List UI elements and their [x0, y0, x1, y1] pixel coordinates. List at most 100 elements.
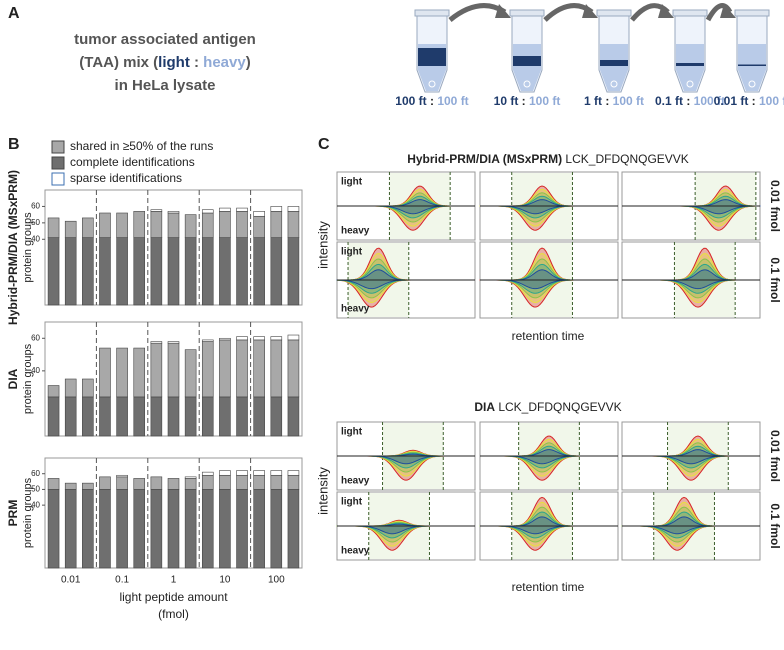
- tube-cap: [414, 9, 450, 17]
- bar: [236, 336, 248, 341]
- bar: [167, 211, 180, 214]
- bar: [270, 336, 283, 341]
- y-axis-label: protein groups: [22, 477, 34, 548]
- bar: [219, 207, 231, 212]
- ratio-part: :: [748, 94, 755, 108]
- y-axis-label: intensity: [315, 467, 330, 515]
- bar: [133, 237, 146, 306]
- bar: [253, 396, 265, 437]
- bar: [150, 342, 163, 398]
- ratio-part: 100 ft: [526, 94, 561, 108]
- ratio-part: :: [602, 94, 609, 108]
- legend-label: shared in ≥50% of the runs: [70, 139, 213, 153]
- bar: [236, 207, 248, 212]
- bar: [150, 209, 163, 212]
- bar: [201, 471, 214, 476]
- bar: [99, 347, 111, 398]
- bar: [116, 237, 128, 306]
- y-tick-label: 40: [31, 234, 40, 243]
- tube-cap: [734, 9, 770, 17]
- tube-cap: [672, 9, 708, 17]
- bar: [236, 339, 248, 398]
- bar: [236, 489, 248, 569]
- bar: [253, 215, 265, 238]
- bar: [150, 237, 163, 306]
- row-label: 0.1 fmol: [768, 503, 782, 548]
- bar: [64, 220, 77, 238]
- bar: [287, 334, 300, 341]
- bar: [287, 474, 300, 490]
- bar: [47, 385, 60, 398]
- tube-cap: [509, 9, 545, 17]
- peptide: LCK_DFDQNQGEVVK: [562, 152, 689, 166]
- bar: [133, 489, 146, 569]
- legend-swatch: [51, 156, 65, 170]
- y-tick-label: 60: [31, 469, 40, 478]
- ratio-part: 100 ft: [690, 94, 725, 108]
- trace-label: heavy: [341, 476, 370, 487]
- bar: [236, 470, 248, 476]
- bar: [219, 470, 231, 476]
- method-label: Hybrid-PRM/DIA (MSxPRM): [6, 170, 20, 325]
- y-tick-label: 40: [31, 366, 40, 375]
- bar: [64, 482, 77, 490]
- trace-label: heavy: [341, 304, 370, 315]
- bar: [47, 489, 60, 569]
- bar: [82, 396, 94, 437]
- arrowhead: [658, 4, 674, 18]
- bar: [253, 339, 265, 398]
- bar: [219, 339, 231, 398]
- bar: [167, 489, 180, 569]
- bar: [201, 339, 214, 342]
- liquid-heavy: [600, 44, 628, 91]
- bar: [201, 209, 214, 214]
- row-label: 0.01 fmol: [768, 430, 782, 482]
- text-part: heavy: [203, 54, 246, 71]
- bar: [287, 489, 300, 569]
- bar: [82, 237, 94, 306]
- bar: [116, 489, 128, 569]
- bar: [99, 396, 111, 437]
- ratio-part: :: [683, 94, 690, 108]
- bar: [253, 489, 265, 569]
- trace-label: light: [341, 427, 363, 438]
- bar: [270, 396, 283, 437]
- trace-label: heavy: [341, 546, 370, 557]
- panel-letter: C: [318, 136, 330, 153]
- ratio-part: 0.01 ft: [714, 94, 749, 108]
- x-axis-label: (fmol): [158, 607, 189, 621]
- tube-mark: [748, 80, 756, 88]
- ratio-part: 100 ft: [609, 94, 644, 108]
- bar: [167, 342, 180, 398]
- bar: [219, 237, 231, 306]
- bar: [116, 347, 128, 398]
- bar: [201, 237, 214, 306]
- legend-swatch: [51, 140, 65, 154]
- section-title: DIA LCK_DFDQNQGEVVK: [474, 400, 621, 414]
- ratio-label: 100 ft : 100 ft: [395, 94, 468, 108]
- section-title: Hybrid-PRM/DIA (MSxPRM) LCK_DFDQNQGEVVK: [407, 152, 689, 166]
- tube-cap: [596, 9, 632, 17]
- legend-label: sparse identifications: [70, 171, 182, 185]
- liquid-light: [600, 60, 628, 66]
- bar: [99, 476, 111, 490]
- bar: [236, 474, 248, 490]
- bar: [150, 396, 163, 437]
- bar: [287, 470, 300, 476]
- description: tumor associated antigen: [74, 31, 256, 48]
- ratio-label: 0.01 ft : 100 ft: [714, 94, 784, 108]
- trace-label: heavy: [341, 226, 370, 237]
- bar: [253, 336, 265, 341]
- bar: [116, 474, 128, 478]
- tube-mark: [686, 80, 694, 88]
- bar: [236, 237, 248, 306]
- bar: [236, 211, 248, 238]
- row-label: 0.01 fmol: [768, 180, 782, 232]
- bar: [219, 337, 231, 341]
- bar: [287, 396, 300, 437]
- method: Hybrid-PRM/DIA (MSxPRM): [407, 152, 562, 166]
- x-tick-label: 100: [268, 575, 285, 586]
- bar: [270, 339, 283, 398]
- bar: [167, 237, 180, 306]
- bar: [47, 237, 60, 306]
